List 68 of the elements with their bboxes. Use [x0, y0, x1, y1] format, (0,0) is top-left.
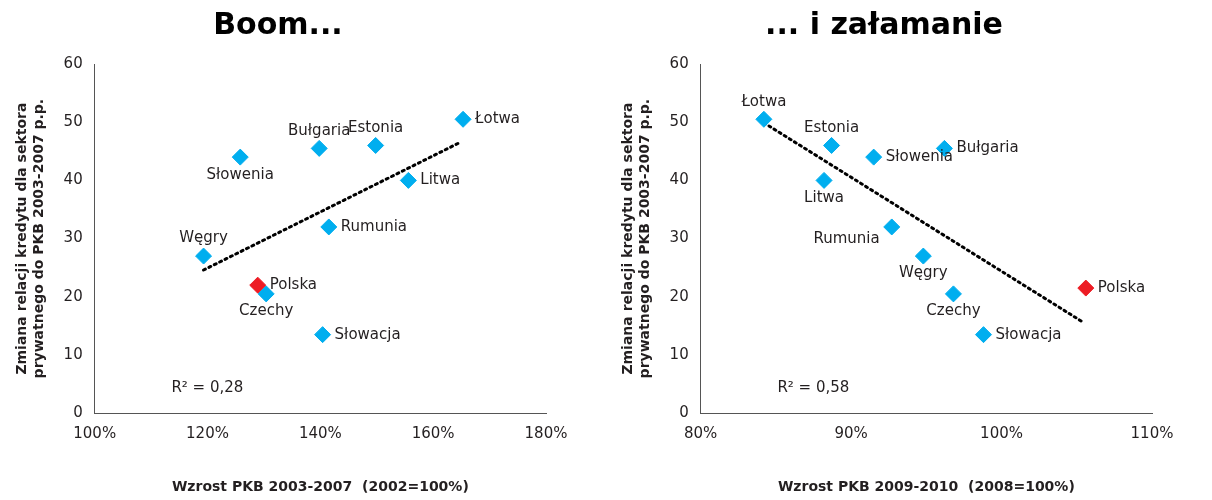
point — [975, 326, 993, 344]
x-axis-title: Wzrost PKB 2003-2007 (2002=100%) — [171, 478, 469, 495]
y-tick-label: 40 — [63, 170, 83, 189]
x-tick-label: 180% — [524, 424, 568, 443]
x-tick-label: 120% — [186, 424, 229, 443]
point — [914, 247, 932, 265]
x-tick-label: 100% — [980, 424, 1024, 443]
chart-title: ... i załamanie — [765, 5, 1003, 41]
series-label: Węgry — [179, 228, 228, 247]
y-axis-title: Zmiana relacji kredytu dla sektora prywatnego do PKB 2003-2007 p.p. — [13, 98, 46, 379]
y-tick-label: 0 — [679, 403, 689, 422]
point — [944, 285, 962, 303]
y-tick-label: 50 — [669, 112, 689, 131]
point — [310, 139, 328, 157]
y-axis-title: Zmiana relacji kredytu dla sektora prywatnego do PKB 2003-2007 p.p. — [619, 98, 652, 379]
series-label: Estonia — [348, 117, 404, 136]
point — [399, 171, 417, 189]
series-label: Słowenia — [885, 147, 954, 166]
series-label: Rumunia — [340, 216, 408, 235]
series-label: Słowacja — [995, 324, 1062, 343]
series-label: Polska — [1097, 277, 1146, 296]
point — [195, 247, 213, 265]
x-axis-title: Wzrost PKB 2009-2010 (2008=100%) — [777, 478, 1075, 495]
x-tick-label: 140% — [298, 424, 342, 443]
series-label: Bułgaria — [956, 138, 1019, 157]
y-tick-label: 60 — [63, 53, 83, 72]
point — [231, 148, 249, 166]
point — [815, 171, 833, 189]
y-tick-label: 20 — [669, 286, 689, 305]
point — [883, 218, 901, 236]
series-label: Czechy — [239, 301, 294, 320]
point — [314, 326, 332, 344]
series-label: Polska — [269, 275, 318, 294]
x-tick-label: 90% — [834, 424, 868, 443]
y-tick-label: 20 — [63, 286, 83, 305]
point — [755, 110, 773, 128]
y-tick-label: 30 — [669, 228, 689, 247]
series-label: Łotwa — [740, 91, 787, 110]
y-tick-label: 40 — [669, 170, 689, 189]
series-label: Litwa — [804, 187, 844, 206]
series-label: Czechy — [926, 301, 981, 320]
y-tick-label: 0 — [73, 403, 83, 422]
x-tick-label: 110% — [1130, 424, 1174, 443]
point — [367, 136, 385, 154]
annotation: R² = 0,58 — [777, 378, 850, 397]
x-tick-label: 80% — [684, 424, 718, 443]
point — [454, 110, 472, 128]
point — [249, 276, 267, 294]
chart-title: Boom... — [213, 5, 343, 41]
x-tick-label: 160% — [411, 424, 455, 443]
y-tick-label: 60 — [669, 53, 689, 72]
series-label: Łotwa — [474, 109, 521, 128]
series-label: Rumunia — [813, 228, 880, 247]
point — [823, 136, 841, 154]
x-tick-label: 100% — [73, 424, 117, 443]
y-tick-label: 30 — [63, 228, 83, 247]
series-label: Litwa — [420, 170, 461, 189]
series-label: Węgry — [899, 263, 948, 282]
series-label: Słowacja — [334, 324, 401, 343]
point — [320, 218, 338, 236]
series-label: Słowenia — [206, 164, 274, 183]
point — [865, 148, 883, 166]
series-label: Estonia — [803, 117, 860, 136]
y-tick-label: 10 — [669, 344, 689, 363]
point — [1077, 279, 1095, 297]
y-tick-label: 50 — [63, 112, 83, 131]
annotation: R² = 0,28 — [171, 378, 244, 397]
y-tick-label: 10 — [63, 344, 83, 363]
